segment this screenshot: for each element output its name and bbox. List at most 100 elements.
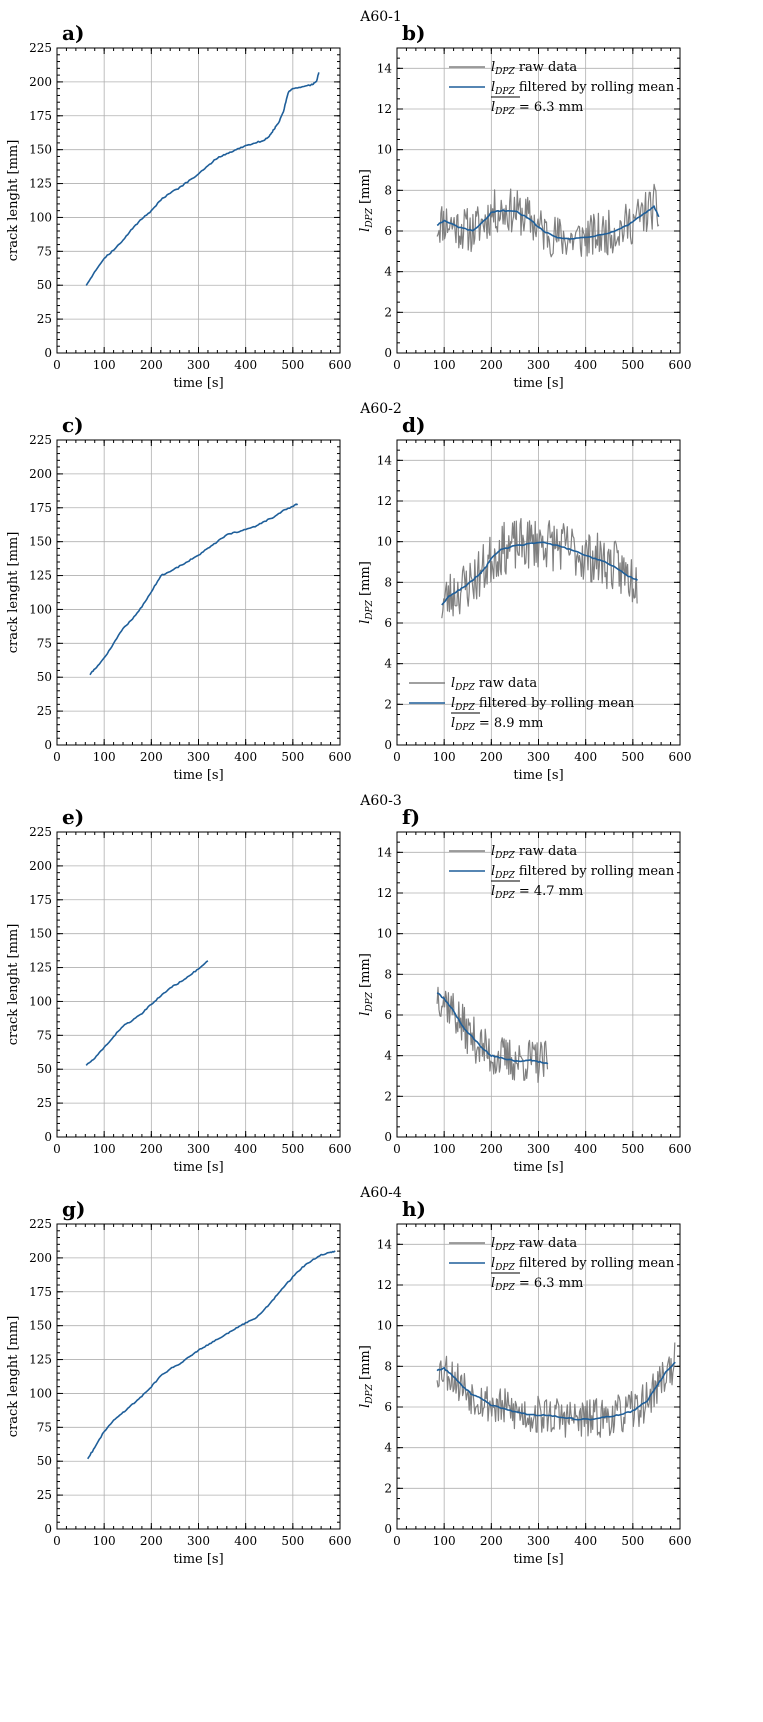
y-tick-label: 12 (377, 886, 392, 900)
series-raw-line (436, 1342, 676, 1438)
x-tick-label: 600 (669, 1534, 692, 1548)
legend-entry: lDPZ raw data (491, 844, 577, 861)
x-tick-label: 300 (527, 750, 550, 764)
y-tick-label: 175 (29, 893, 52, 907)
x-tick-label: 100 (433, 1534, 456, 1548)
y-tick-label: 50 (37, 278, 52, 292)
x-tick-label: 500 (281, 1534, 304, 1548)
series-filtered-line (436, 1361, 676, 1421)
y-tick-label: 150 (29, 143, 52, 157)
series-raw-line (441, 517, 638, 619)
plot-frame (56, 47, 341, 354)
y-tick-label: 4 (384, 1441, 392, 1455)
x-tick-label: 600 (329, 750, 352, 764)
x-tick-label: 0 (53, 1142, 61, 1156)
x-tick-label: 500 (281, 358, 304, 372)
y-tick-label: 175 (29, 1285, 52, 1299)
legend-mean-entry: lDPZ = 8.9 mm (451, 716, 543, 733)
y-tick-label: 6 (384, 616, 392, 630)
x-tick-label: 300 (527, 358, 550, 372)
series-filtered-line (85, 960, 209, 1066)
x-tick-label: 100 (433, 358, 456, 372)
x-tick-label: 100 (433, 750, 456, 764)
x-tick-label: 400 (574, 358, 597, 372)
x-tick-label: 400 (234, 1142, 257, 1156)
y-tick-label: 25 (37, 312, 52, 326)
y-tick-label: 0 (44, 1522, 52, 1536)
x-tick-label: 100 (433, 1142, 456, 1156)
x-tick-label: 200 (480, 750, 503, 764)
y-axis-label: crack lenght [mm] (6, 532, 21, 654)
x-tick-label: 300 (527, 1142, 550, 1156)
y-axis-label: crack lenght [mm] (6, 924, 21, 1046)
x-tick-label: 0 (53, 1534, 61, 1548)
y-tick-label: 50 (37, 1454, 52, 1468)
plot-frame (396, 1223, 681, 1530)
x-tick-label: 600 (669, 750, 692, 764)
y-tick-label: 12 (377, 102, 392, 116)
legend: lDPZ raw data lDPZ filtered by rolling me… (409, 676, 635, 733)
series-raw-line (436, 183, 660, 258)
y-tick-label: 10 (377, 143, 392, 157)
series-filtered-line (89, 503, 299, 676)
x-tick-label: 500 (281, 750, 304, 764)
series-filtered-line (436, 205, 660, 240)
y-tick-label: 0 (44, 346, 52, 360)
x-tick-label: 400 (234, 750, 257, 764)
legend-entry: lDPZ raw data (491, 60, 577, 77)
x-tick-label: 100 (93, 358, 116, 372)
x-tick-label: 300 (527, 1534, 550, 1548)
plot-frame (56, 439, 341, 746)
y-tick-label: 10 (377, 927, 392, 941)
y-tick-label: 125 (29, 569, 52, 583)
series-raw-line (436, 986, 549, 1083)
series-filtered-line (441, 541, 638, 606)
legend-mean-entry: lDPZ = 6.3 mm (491, 100, 583, 117)
y-tick-label: 4 (384, 1049, 392, 1063)
x-tick-label: 200 (480, 1534, 503, 1548)
plot-frame (396, 47, 681, 354)
x-tick-label: 200 (140, 1534, 163, 1548)
x-tick-label: 100 (93, 750, 116, 764)
y-axis-label: lDPZ [mm] (358, 561, 375, 624)
y-tick-label: 4 (384, 657, 392, 671)
plot-frame (396, 831, 681, 1138)
chart-panel-e: A60-3e)0 100 200 300 400 500 60002550751001251… (6, 793, 402, 1175)
x-tick-label: 500 (621, 1534, 644, 1548)
panel-letter: h) (402, 1197, 426, 1221)
x-axis-label: time [s] (173, 768, 223, 783)
x-tick-label: 300 (187, 358, 210, 372)
y-tick-label: 0 (44, 1130, 52, 1144)
x-tick-label: 600 (329, 1142, 352, 1156)
panel-letter: d) (402, 413, 425, 437)
y-tick-label: 125 (29, 177, 52, 191)
y-tick-label: 14 (377, 1237, 393, 1251)
y-tick-label: 2 (384, 305, 392, 319)
panel-letter: b) (402, 21, 425, 45)
x-tick-label: 600 (669, 1142, 692, 1156)
legend: lDPZ raw data lDPZ filtered by rolling me… (449, 844, 675, 901)
y-tick-label: 25 (37, 704, 52, 718)
x-tick-label: 400 (574, 1142, 597, 1156)
x-tick-label: 200 (480, 358, 503, 372)
y-axis-label: crack lenght [mm] (6, 140, 21, 262)
y-tick-label: 75 (37, 1028, 52, 1042)
x-axis-label: time [s] (513, 1160, 563, 1175)
legend-entry: lDPZ raw data (451, 676, 537, 693)
y-tick-label: 150 (29, 927, 52, 941)
y-tick-label: 14 (377, 845, 393, 859)
plot-frame (396, 439, 681, 746)
series-filtered-line (85, 72, 320, 286)
y-tick-label: 75 (37, 636, 52, 650)
y-tick-label: 10 (377, 1319, 392, 1333)
x-tick-label: 500 (621, 750, 644, 764)
legend: lDPZ raw data lDPZ filtered by rolling me… (449, 1236, 675, 1293)
y-tick-label: 100 (29, 994, 52, 1008)
legend-entry: lDPZ filtered by rolling mean (451, 696, 635, 713)
y-tick-label: 75 (37, 1420, 52, 1434)
y-tick-label: 25 (37, 1488, 52, 1502)
x-tick-label: 300 (187, 1142, 210, 1156)
x-tick-label: 200 (140, 1142, 163, 1156)
y-tick-label: 4 (384, 265, 392, 279)
